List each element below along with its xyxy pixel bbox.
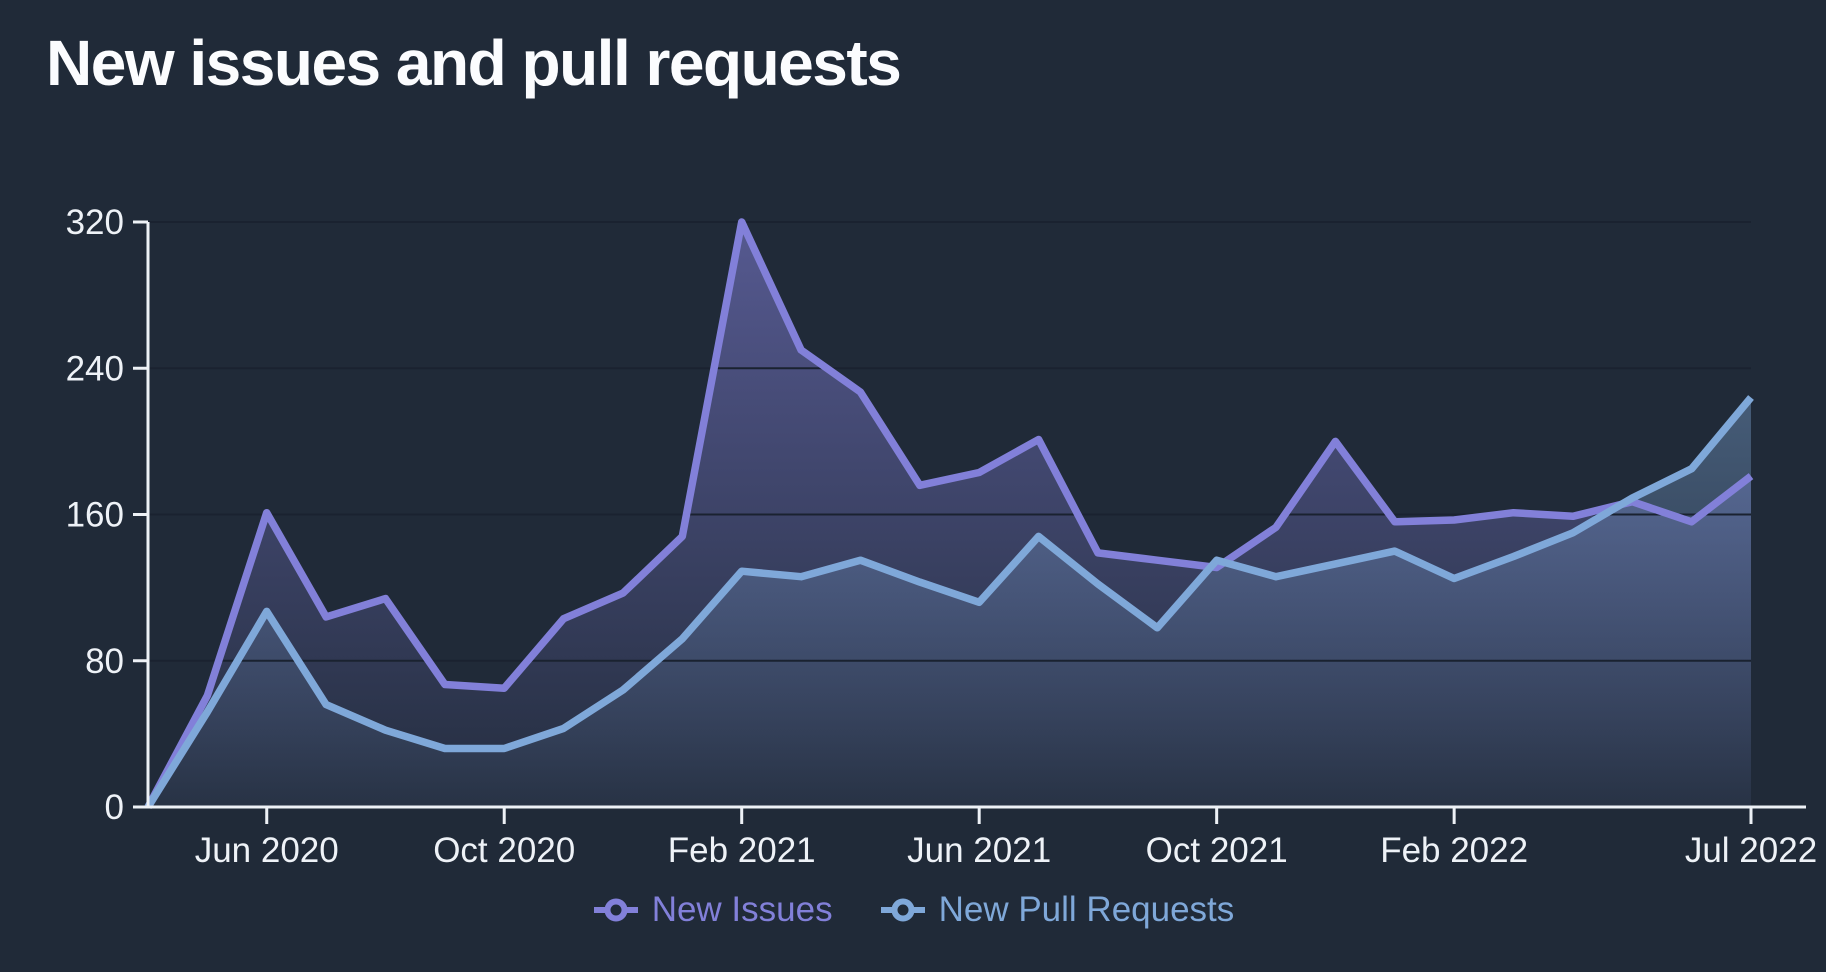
x-tick-label: Jun 2021 <box>907 831 1051 870</box>
y-tick-label: 80 <box>85 642 124 681</box>
legend-item-new-issues[interactable]: New Issues <box>592 890 833 930</box>
chart-title: New issues and pull requests <box>46 27 902 99</box>
series-line-new-issues <box>144 218 1754 809</box>
y-tick-label: 320 <box>66 203 124 242</box>
x-tick-label: Oct 2020 <box>433 831 575 870</box>
x-tick-label: Jun 2020 <box>195 831 339 870</box>
y-tick-label: 0 <box>105 788 124 827</box>
legend-label: New Issues <box>651 890 833 929</box>
y-tick-label: 240 <box>66 349 124 388</box>
series-area-new-pull-requests <box>148 397 1751 807</box>
y-tick-label: 160 <box>66 496 124 535</box>
legend-item-new-pull-requests[interactable]: New Pull Requests <box>879 890 1235 930</box>
legend-line-marker-icon <box>880 898 925 922</box>
x-tick-label: Jul 2022 <box>1685 831 1817 870</box>
x-tick-label: Feb 2021 <box>668 831 816 870</box>
legend-line-marker-icon <box>593 898 638 922</box>
series-line-new-pull-requests <box>144 395 1754 809</box>
chart-legend: New Issues New Pull Requests <box>0 890 1826 930</box>
x-tick-label: Oct 2021 <box>1146 831 1288 870</box>
legend-label: New Pull Requests <box>938 890 1235 929</box>
x-tick-label: Feb 2022 <box>1380 831 1528 870</box>
